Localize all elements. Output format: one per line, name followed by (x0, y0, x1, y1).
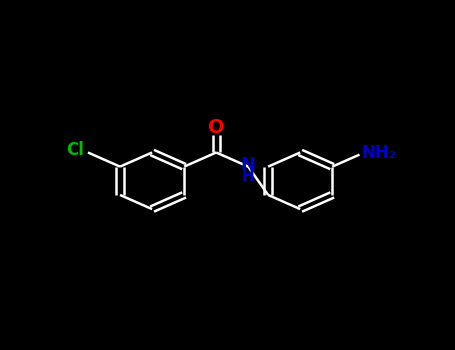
Text: O: O (208, 118, 224, 136)
Text: N: N (241, 156, 256, 174)
Text: H: H (242, 169, 255, 184)
Text: Cl: Cl (66, 141, 85, 159)
Text: NH₂: NH₂ (361, 144, 396, 162)
